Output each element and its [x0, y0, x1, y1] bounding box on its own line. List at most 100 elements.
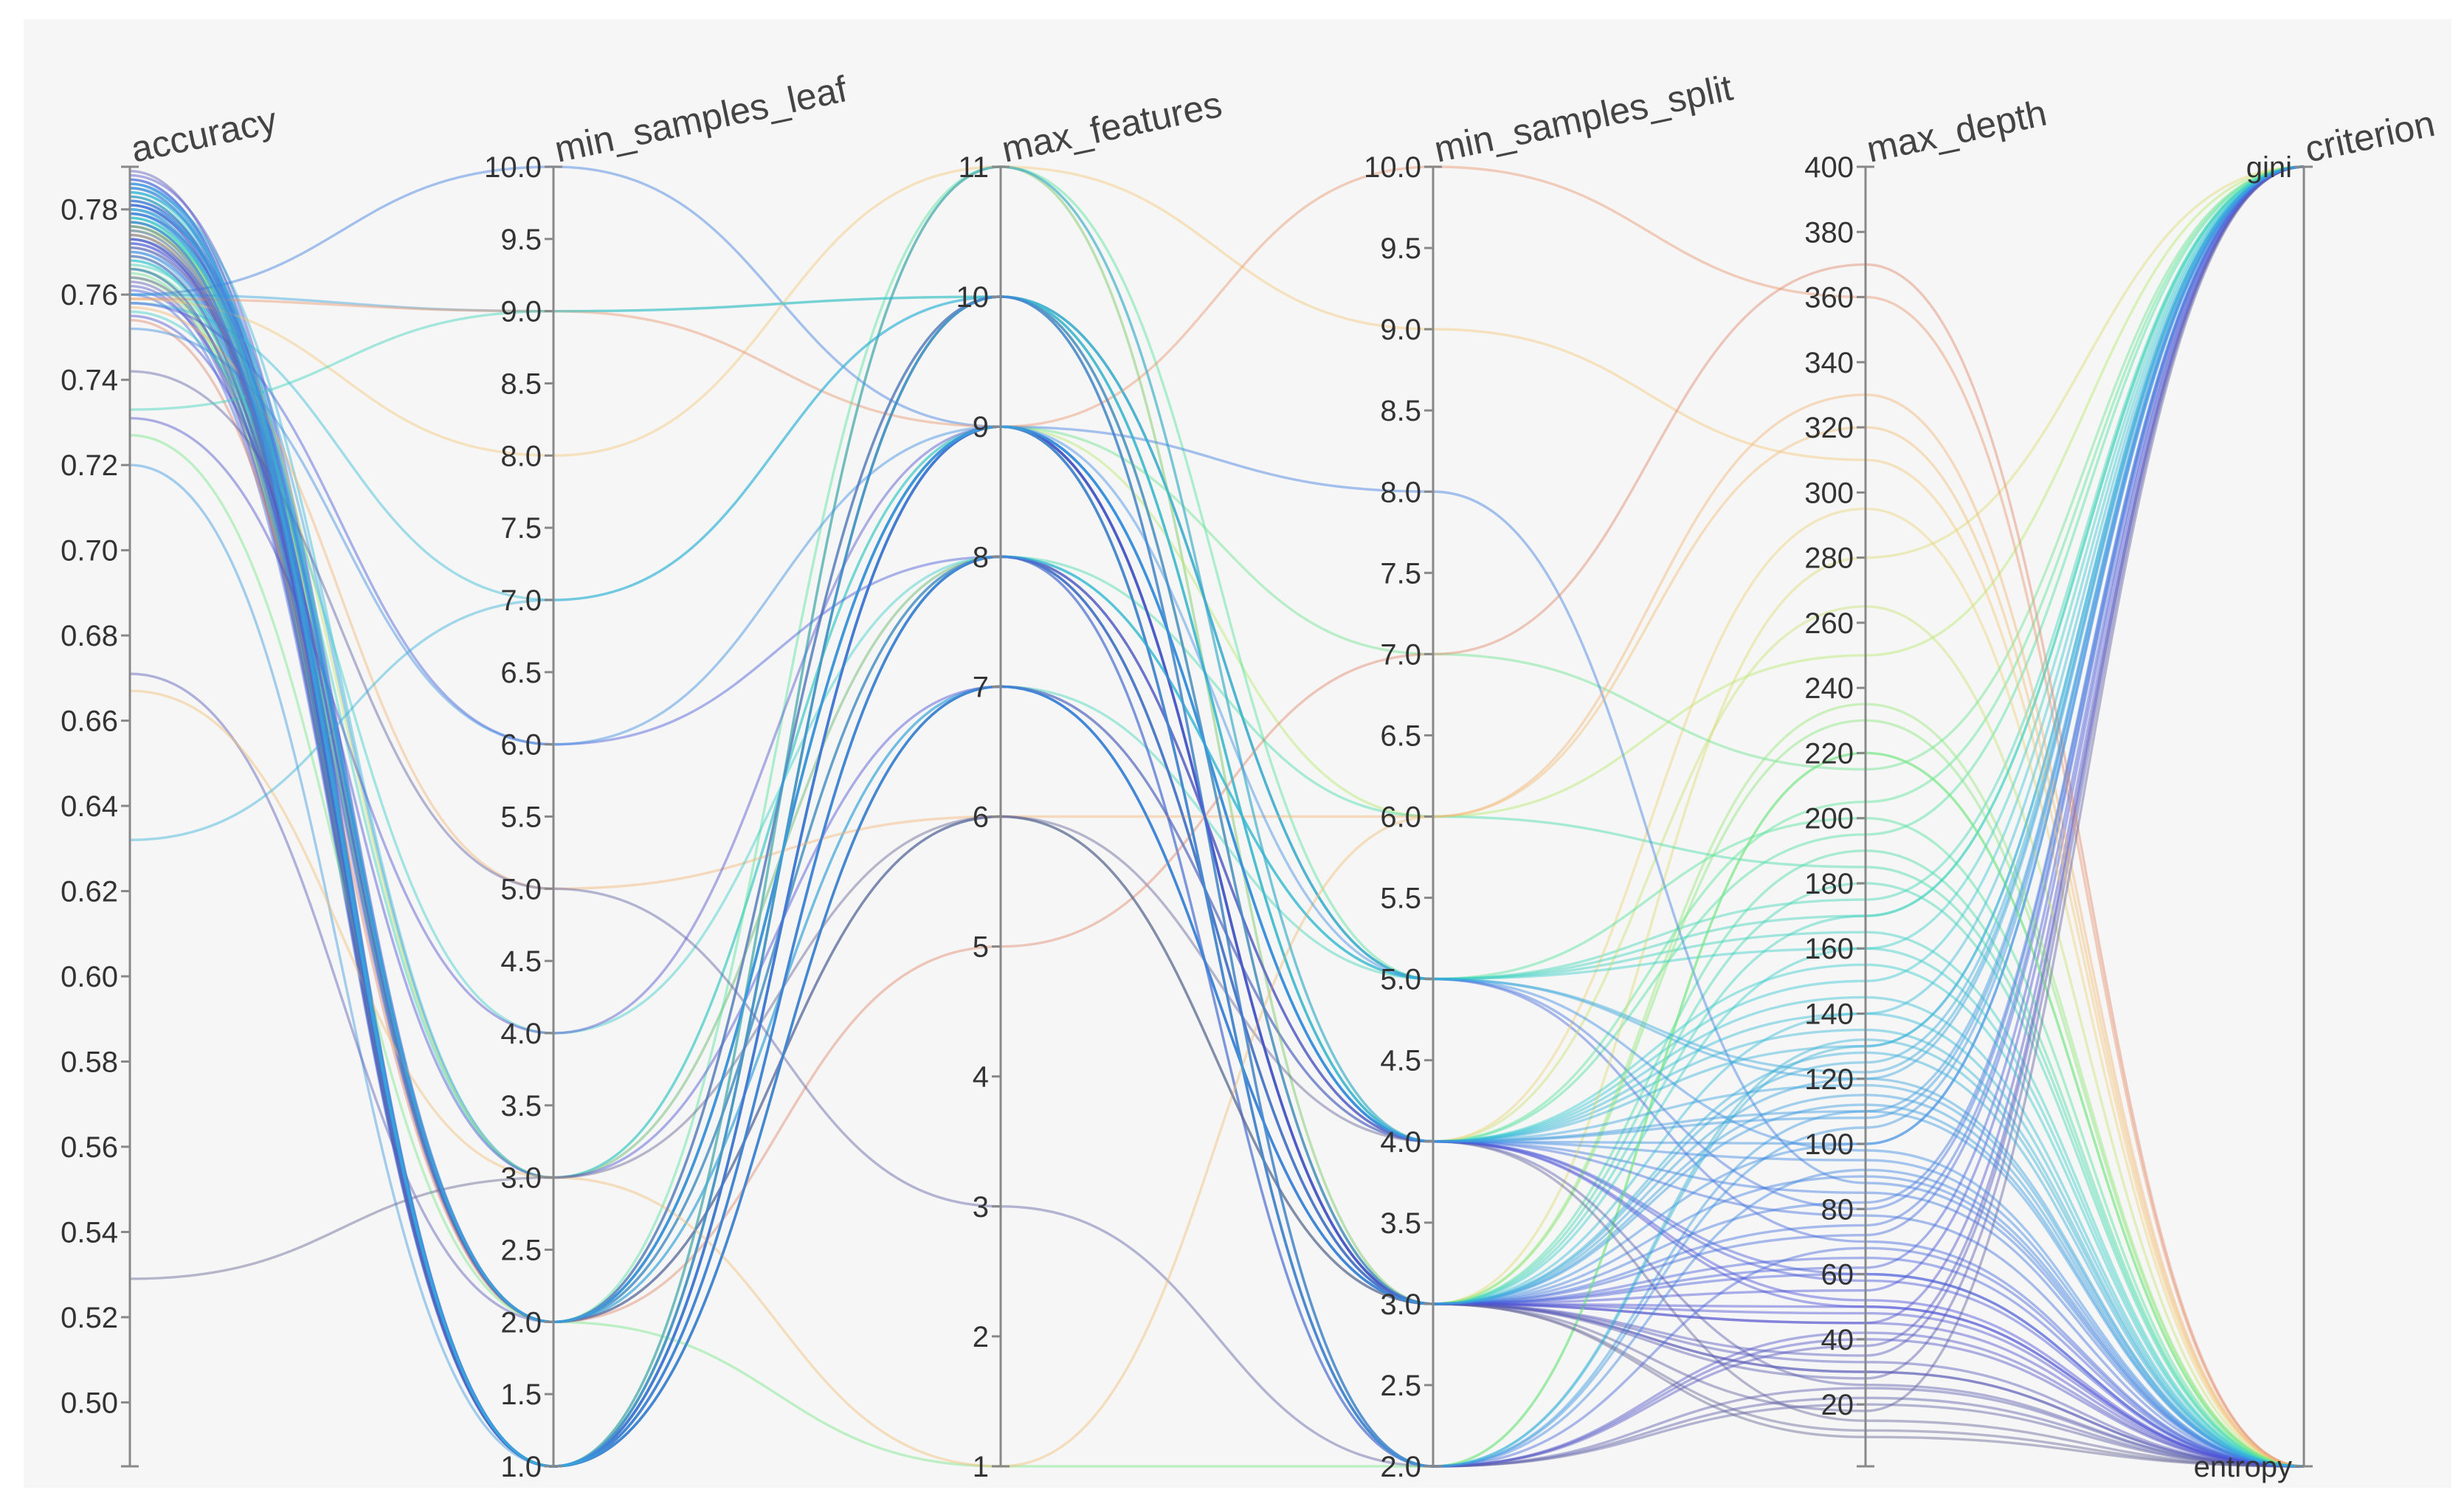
tick-label: 80 — [1821, 1193, 1854, 1226]
polyline-record-82 — [129, 204, 2305, 1468]
polyline-record-14 — [129, 204, 2305, 1468]
tick-label: 8.5 — [500, 368, 542, 401]
tick-label: 1 — [973, 1451, 989, 1483]
axis-accuracy[interactable]: 0.50 0.52 0.54 0.56 0.58 0.60 0.62 0.64 0.66 0.68… — [61, 99, 280, 1468]
polyline-record-84 — [129, 165, 2305, 1468]
tick-label: 6.0 — [1380, 801, 1421, 834]
polyline-record-18 — [129, 165, 2305, 1468]
polyline-record-89 — [129, 216, 2305, 1468]
tick-label: 3.5 — [500, 1090, 542, 1122]
tick-label: 8.0 — [500, 440, 542, 472]
tick-label: 3.0 — [1380, 1288, 1421, 1321]
tick-label: 7 — [973, 671, 989, 703]
polyline-record-39 — [129, 259, 2305, 1468]
polyline-record-56 — [129, 306, 2305, 1468]
axis-title[interactable]: accuracy — [128, 99, 280, 170]
tick-label: 120 — [1804, 1063, 1854, 1096]
tick-label: entropy — [2194, 1451, 2292, 1483]
polyline-record-42 — [129, 165, 2305, 1468]
axis-min-samples-leaf[interactable]: 1.0 1.5 2.0 2.5 3.0 3.5 4.0 4.5 5.0 5.5 6.0 6.5 7.0 7… — [484, 68, 850, 1483]
tick-label: 0.58 — [61, 1046, 118, 1078]
polyline-record-57 — [129, 165, 2305, 1035]
tick-label: 140 — [1804, 998, 1854, 1031]
polyline-record-55 — [129, 302, 2305, 1468]
tick-label: 5.5 — [1380, 883, 1421, 915]
polyline-record-26 — [129, 165, 2305, 1468]
polyline-record-43 — [129, 165, 2305, 1468]
tick-label: 9.5 — [500, 224, 542, 256]
polyline-record-73 — [129, 255, 2305, 1468]
polyline-record-21 — [129, 165, 2305, 1468]
tick-label: 4.0 — [500, 1018, 542, 1050]
axis-title[interactable]: max_features — [998, 83, 1226, 170]
polyline-record-9 — [129, 190, 2305, 1468]
axis-title[interactable]: criterion — [2302, 103, 2439, 170]
tick-label: 8 — [973, 541, 989, 573]
tick-label: 300 — [1804, 477, 1854, 509]
tick-label: 5.5 — [500, 801, 542, 834]
tick-label: 1.5 — [500, 1378, 542, 1411]
polyline-record-24 — [129, 225, 2305, 1468]
axis-title[interactable]: max_depth — [1863, 92, 2051, 170]
tick-label: 40 — [1821, 1324, 1854, 1356]
tick-label: 9.0 — [500, 296, 542, 328]
polyline-record-32 — [129, 242, 2305, 1468]
tick-label: 0.64 — [61, 790, 118, 823]
polyline-record-25 — [129, 225, 2305, 1468]
tick-label: 0.74 — [61, 365, 118, 397]
polyline-record-3 — [129, 165, 2305, 1468]
polyline-record-5 — [129, 165, 2305, 1468]
axis-title[interactable]: min_samples_split — [1431, 66, 1736, 170]
axis-max-depth[interactable]: 20 40 60 80 100 120 140 160 180 200 220 240 260 280 30… — [1804, 92, 2051, 1468]
polyline-record-44 — [129, 276, 2305, 1468]
tick-label: 0.50 — [61, 1387, 118, 1419]
tick-label: 0.62 — [61, 876, 118, 908]
tick-label: 0.56 — [61, 1131, 118, 1164]
tick-label: 4 — [973, 1061, 989, 1094]
tick-label: 280 — [1804, 542, 1854, 575]
tick-label: 380 — [1804, 216, 1854, 249]
tick-label: 100 — [1804, 1128, 1854, 1161]
polyline-record-30 — [129, 238, 2305, 1468]
polyline-record-33 — [129, 242, 2305, 1468]
tick-label: 10.0 — [1364, 151, 1421, 184]
polyline-record-35 — [129, 250, 2305, 1468]
tick-label: 6.0 — [500, 729, 542, 762]
tick-label: 0.76 — [61, 279, 118, 311]
polyline-record-59 — [129, 263, 2305, 1468]
tick-label: 240 — [1804, 672, 1854, 705]
polyline-record-64 — [129, 434, 2305, 1468]
parallel-coordinates-chart: 0.50 0.52 0.54 0.56 0.58 0.60 0.62 0.64 0.66 0.68… — [61, 66, 2439, 1483]
tick-label: 400 — [1804, 151, 1854, 184]
tick-label: 4.5 — [1380, 1045, 1421, 1077]
polyline-record-61 — [129, 370, 2305, 1468]
axis-max-features[interactable]: 1 2 3 4 5 6 7 8 9 10 11 max_features — [956, 83, 1226, 1483]
tick-label: 0.72 — [61, 449, 118, 482]
polyline-record-65 — [129, 165, 2305, 1468]
polyline-record-16 — [129, 165, 2305, 1468]
polyline-record-50 — [129, 165, 2305, 1468]
tick-label: 2.0 — [1380, 1451, 1421, 1483]
axis-criterion[interactable]: entropy gini criterion — [2194, 103, 2439, 1483]
polyline-record-75 — [129, 165, 2305, 1468]
polyline-record-40 — [129, 165, 2305, 1305]
tick-label: 260 — [1804, 607, 1854, 640]
tick-label: 0.54 — [61, 1216, 118, 1249]
polyline-record-37 — [129, 165, 2305, 1468]
tick-label: 0.70 — [61, 535, 118, 567]
polyline-record-49 — [129, 165, 2305, 1468]
polyline-record-13 — [129, 165, 2305, 1468]
plot-panel: 0.50 0.52 0.54 0.56 0.58 0.60 0.62 0.64 0.66 0.68… — [24, 19, 2451, 1488]
polyline-record-12 — [129, 199, 2305, 1468]
polyline-record-6 — [129, 187, 2305, 1468]
polyline-record-17 — [129, 208, 2305, 1468]
tick-label: 6.5 — [500, 657, 542, 689]
tick-label: 0.68 — [61, 620, 118, 652]
polyline-record-0 — [129, 170, 2305, 1468]
polyline-record-51 — [129, 165, 2305, 1080]
tick-label: 160 — [1804, 933, 1854, 965]
polyline-record-1 — [129, 165, 2305, 1325]
axis-title[interactable]: min_samples_leaf — [551, 68, 851, 170]
polyline-record-45 — [129, 276, 2305, 1468]
polyline-record-22 — [129, 221, 2305, 1468]
